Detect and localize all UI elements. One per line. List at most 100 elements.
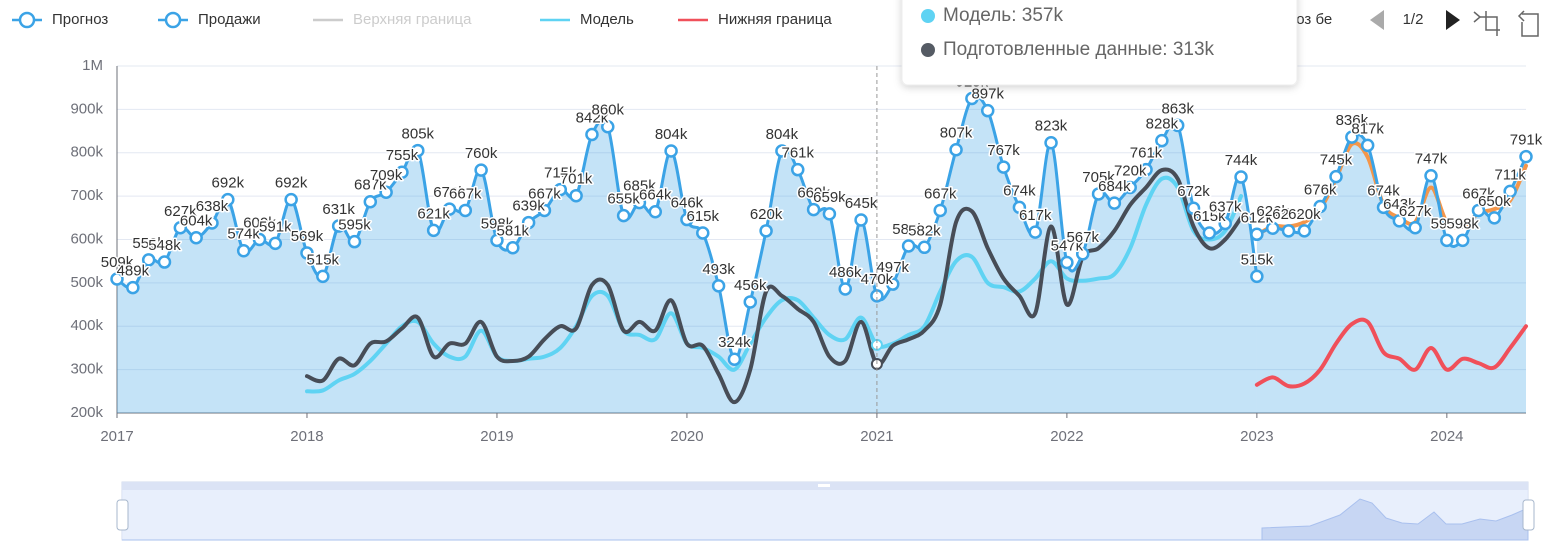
tooltip-text: Модель: 357k	[943, 5, 1063, 26]
restore-icon[interactable]	[1517, 10, 1539, 37]
data-point	[1424, 168, 1438, 183]
data-label: 711k	[1494, 166, 1526, 183]
data-point	[458, 203, 473, 218]
legend-item[interactable]: Прогноз	[12, 11, 108, 29]
data-point	[442, 202, 457, 216]
legend-item[interactable]: Модель	[540, 11, 634, 28]
data-point	[1012, 200, 1027, 215]
data-label: 617k	[1019, 207, 1052, 224]
data-label: 672k	[1177, 183, 1210, 200]
data-label: 626k	[1256, 203, 1289, 220]
pager-next[interactable]	[1446, 10, 1460, 30]
data-label: 553k	[132, 235, 165, 252]
data-point	[316, 269, 330, 284]
data-point	[743, 295, 758, 309]
legend-label: Нижняя граница	[718, 11, 832, 28]
data-point	[965, 91, 979, 106]
data-point	[1360, 138, 1375, 153]
x-tick-label: 2021	[860, 428, 893, 445]
data-point	[822, 207, 837, 221]
data-label: 715k	[544, 165, 577, 182]
zoom-grip[interactable]	[818, 484, 830, 487]
legend-label: Продажи	[198, 11, 261, 28]
data-point	[284, 192, 298, 207]
data-label: 687k	[354, 177, 387, 194]
data-point	[1503, 184, 1517, 199]
data-label: 670k	[433, 184, 466, 201]
data-label: 669k	[797, 185, 830, 202]
toolbox	[1473, 10, 1539, 37]
data-point	[1250, 227, 1264, 242]
y-tick-label: 500k	[70, 274, 103, 291]
data-point	[791, 162, 805, 177]
data-label: 692k	[275, 175, 308, 192]
data-point	[854, 213, 868, 227]
y-tick-label: 200k	[70, 404, 103, 421]
data-label: 767k	[987, 142, 1020, 159]
x-tick-label: 2017	[100, 428, 133, 445]
y-tick-label: 600k	[70, 230, 103, 247]
data-point	[268, 236, 283, 251]
data-point	[1170, 118, 1185, 133]
data-label: 497k	[876, 259, 909, 276]
pager-status: 1/2	[1403, 11, 1424, 28]
data-label: 685k	[623, 178, 656, 195]
data-label: 674k	[1367, 182, 1400, 199]
data-label: 591k	[259, 218, 292, 235]
series-line	[304, 175, 1244, 394]
data-label: 667k	[528, 185, 561, 202]
data-label: 836k	[1336, 112, 1369, 129]
data-point	[221, 192, 235, 207]
legend-item[interactable]: Нижняя граница	[678, 11, 832, 28]
data-label: 509k	[101, 254, 134, 271]
data-point	[775, 144, 789, 158]
tooltip-text: Подготовленные данные: 313k	[943, 39, 1215, 60]
data-point	[1091, 187, 1106, 201]
legend-item[interactable]: Верхняя граница	[313, 11, 472, 28]
data-label: 897k	[971, 86, 1004, 103]
zoom-handle[interactable]	[1522, 499, 1535, 531]
data-point	[300, 246, 314, 260]
data-point	[1218, 216, 1232, 231]
data-point	[205, 216, 219, 230]
data-point	[363, 195, 378, 209]
data-label: 761k	[781, 145, 814, 162]
data-label: 755k	[386, 147, 419, 164]
data-label: 574k	[227, 226, 260, 243]
legend-icon	[18, 11, 36, 29]
data-label: 548k	[148, 237, 181, 254]
zoom-handle[interactable]	[116, 499, 129, 531]
data-point	[379, 185, 393, 199]
data-point	[901, 239, 916, 253]
data-label: 620k	[1272, 206, 1305, 223]
data-point	[696, 226, 710, 240]
data-label: 595k	[338, 217, 371, 234]
data-label: 701k	[560, 171, 593, 188]
data-label: 456k	[734, 277, 767, 294]
data-point	[553, 182, 568, 197]
data-point	[110, 272, 124, 286]
data-point	[1376, 200, 1391, 215]
data-label: 600k	[243, 214, 276, 231]
data-label: 581k	[497, 223, 530, 240]
tooltip-dot	[921, 43, 935, 57]
data-label: 547k	[1051, 237, 1084, 254]
data-point	[1155, 133, 1169, 148]
data-point	[664, 144, 678, 158]
data-label: 760k	[465, 145, 498, 162]
zoom-icon[interactable]	[1473, 11, 1500, 36]
data-point	[173, 221, 188, 235]
pager-prev[interactable]	[1370, 10, 1384, 30]
data-point	[632, 195, 647, 210]
x-tick-label: 2023	[1240, 428, 1273, 445]
data-label: 674k	[1003, 182, 1036, 199]
data-point	[395, 165, 409, 180]
legend-item[interactable]: Продажи	[158, 11, 261, 29]
data-label: 486k	[829, 264, 862, 281]
data-label: 639k	[512, 198, 545, 215]
data-point	[933, 203, 947, 218]
data-point	[806, 202, 821, 217]
data-point	[1250, 269, 1264, 284]
data-label: 744k	[1225, 152, 1258, 169]
tooltip-dot	[921, 9, 935, 23]
